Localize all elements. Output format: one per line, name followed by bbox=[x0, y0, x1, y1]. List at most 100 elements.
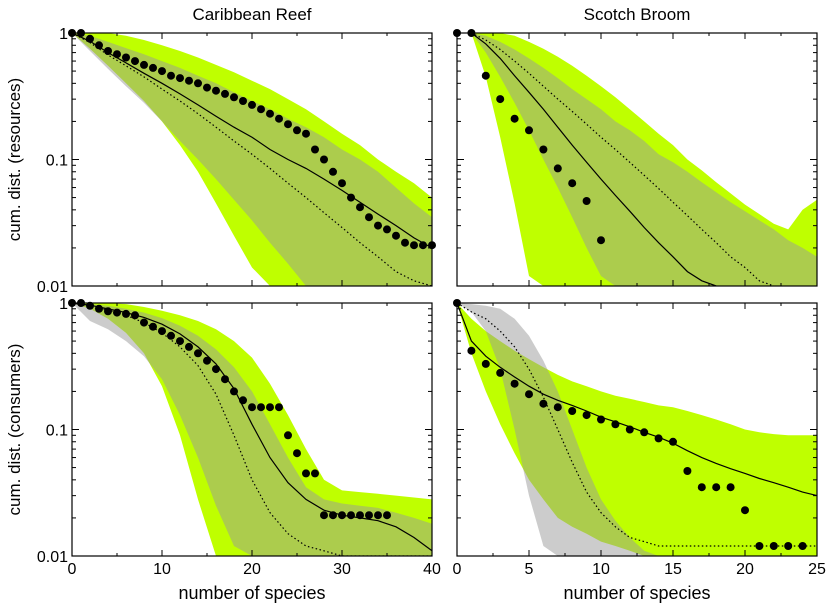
data-point bbox=[356, 511, 364, 520]
data-point bbox=[347, 511, 355, 520]
data-point bbox=[597, 415, 605, 424]
data-point bbox=[302, 469, 310, 478]
data-point bbox=[625, 425, 634, 434]
data-point bbox=[338, 511, 346, 520]
data-point bbox=[293, 126, 301, 135]
data-point bbox=[410, 241, 418, 250]
x-axis-label: number of species bbox=[178, 583, 325, 603]
x-tick-label: 10 bbox=[153, 561, 171, 578]
data-point bbox=[510, 114, 519, 123]
data-point bbox=[582, 411, 591, 420]
data-point bbox=[266, 109, 274, 118]
y-tick-label: 1 bbox=[59, 26, 68, 43]
plot-area bbox=[457, 303, 817, 556]
panels: 1 0.1 0.01 Caribbean Reef cum. dist. (resour… bbox=[5, 5, 826, 603]
data-point bbox=[302, 129, 310, 138]
x-tick-label: 0 bbox=[68, 561, 77, 578]
data-point bbox=[221, 375, 229, 384]
model-line bbox=[72, 33, 432, 249]
data-point bbox=[784, 542, 793, 550]
data-point bbox=[95, 304, 103, 313]
data-point bbox=[611, 420, 620, 429]
data-point bbox=[347, 193, 355, 202]
data-point bbox=[176, 337, 184, 346]
data-point bbox=[95, 41, 103, 50]
data-point bbox=[525, 390, 533, 399]
model-line bbox=[471, 33, 717, 286]
y-tick-label: 0.1 bbox=[46, 423, 68, 440]
data-point bbox=[496, 95, 505, 104]
data-point bbox=[149, 63, 157, 72]
panel-4: 0 5 10 15 20 25 number of species bbox=[453, 299, 826, 603]
data-point bbox=[654, 434, 663, 443]
x-axis-label: number of species bbox=[563, 583, 710, 603]
data-point bbox=[419, 241, 427, 250]
dotted-line bbox=[72, 33, 432, 286]
data-point bbox=[86, 301, 94, 310]
data-point bbox=[553, 403, 562, 412]
data-point bbox=[510, 379, 519, 388]
data-point bbox=[329, 511, 337, 520]
data-point bbox=[697, 483, 706, 492]
data-point bbox=[239, 97, 247, 105]
x-tick-label: 40 bbox=[423, 561, 441, 578]
panel-title: Scotch Broom bbox=[584, 5, 691, 24]
data-point bbox=[669, 437, 677, 446]
data-point bbox=[131, 311, 139, 320]
plot-area bbox=[72, 33, 432, 286]
data-point bbox=[122, 309, 130, 318]
data-point bbox=[383, 225, 391, 234]
data-point bbox=[284, 120, 292, 129]
data-point bbox=[167, 71, 175, 80]
x-tick-label: 25 bbox=[808, 561, 826, 578]
data-point bbox=[496, 368, 505, 377]
x-tick-label: 15 bbox=[664, 561, 682, 578]
data-point bbox=[230, 93, 238, 102]
data-point bbox=[320, 155, 328, 164]
data-point bbox=[539, 145, 548, 154]
data-point bbox=[311, 469, 319, 478]
data-point bbox=[539, 399, 548, 408]
grey-band bbox=[72, 303, 432, 556]
data-point bbox=[113, 50, 121, 59]
data-point bbox=[212, 365, 220, 374]
data-point bbox=[481, 71, 490, 80]
data-point bbox=[212, 86, 220, 95]
data-point bbox=[266, 403, 274, 412]
grey-band bbox=[72, 33, 432, 286]
data-point bbox=[230, 387, 238, 396]
plot-area bbox=[471, 33, 817, 286]
data-point bbox=[293, 449, 301, 458]
x-tick-label: 30 bbox=[333, 561, 351, 578]
data-point bbox=[167, 331, 175, 340]
data-point bbox=[683, 467, 692, 475]
data-point bbox=[248, 403, 256, 412]
data-point bbox=[582, 197, 591, 205]
data-point bbox=[798, 542, 807, 550]
data-point bbox=[104, 47, 112, 55]
x-tick-label: 20 bbox=[736, 561, 754, 578]
data-point bbox=[158, 67, 166, 76]
x-tick-label: 5 bbox=[525, 561, 534, 578]
x-tick-label: 20 bbox=[243, 561, 261, 578]
data-point bbox=[525, 126, 533, 135]
data-point bbox=[356, 203, 364, 212]
data-point bbox=[275, 114, 283, 123]
data-point bbox=[726, 483, 735, 492]
data-point bbox=[597, 236, 605, 245]
panel-1: 1 0.1 0.01 Caribbean Reef cum. dist. (resour… bbox=[5, 5, 436, 296]
dotted-line bbox=[471, 33, 775, 286]
data-point bbox=[104, 307, 112, 316]
data-point bbox=[284, 431, 292, 440]
data-point bbox=[239, 396, 247, 405]
panel-3: 0 10 20 30 40 1 0.1 0.01 number of species cum. d… bbox=[5, 296, 441, 603]
data-point bbox=[640, 428, 649, 437]
data-point bbox=[755, 542, 764, 550]
data-point bbox=[257, 403, 265, 412]
data-point bbox=[203, 356, 211, 365]
data-point bbox=[568, 179, 577, 188]
data-point bbox=[194, 79, 202, 88]
data-point bbox=[194, 349, 202, 358]
data-point bbox=[257, 105, 265, 114]
